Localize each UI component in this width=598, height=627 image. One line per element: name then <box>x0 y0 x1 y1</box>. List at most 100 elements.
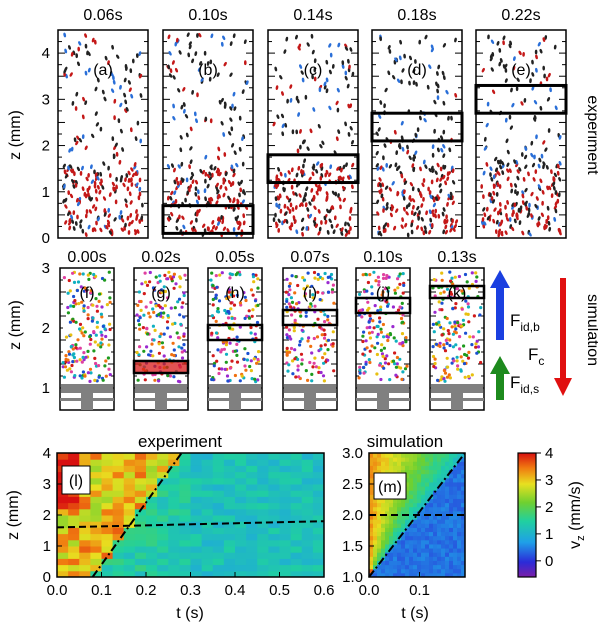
simulation-particle <box>140 282 144 286</box>
heatmap-l-cell <box>112 490 125 497</box>
heatmap-l-cell <box>90 453 103 460</box>
experiment-particle <box>241 89 245 94</box>
simulation-particle <box>182 291 186 295</box>
experiment-particle <box>84 33 88 38</box>
heatmap-l-cell <box>190 502 203 510</box>
experiment-particle <box>351 162 355 168</box>
heatmap-m-cell <box>425 477 430 483</box>
simulation-particle <box>142 349 146 353</box>
simulation-particle <box>320 333 324 337</box>
experiment-particle <box>172 75 176 80</box>
heatmap-l-cell <box>179 471 192 479</box>
simulation-particle <box>162 354 166 358</box>
simulation-particle <box>294 275 298 279</box>
heatmap-l-cell <box>157 496 169 504</box>
heatmap-l-cell <box>190 453 203 460</box>
heatmap-m-cell <box>449 457 454 462</box>
simulation-particle <box>400 301 404 305</box>
heatmap-l-cell <box>79 496 91 504</box>
simulation-particle <box>373 304 377 308</box>
simulation-particle <box>108 322 112 326</box>
simulation-particle <box>172 353 176 358</box>
heatmap-m-cell <box>401 461 406 466</box>
experiment-particle <box>398 55 402 61</box>
heatmap-l-cell <box>223 502 236 510</box>
simulation-particle <box>442 290 446 294</box>
heatmap-l-cell <box>179 502 192 510</box>
heatmap-l-cell <box>146 515 158 522</box>
experiment-particle <box>88 209 92 214</box>
piston-plate <box>135 384 187 393</box>
heatmap-l-cell <box>112 508 125 516</box>
heatmap-l-cell <box>201 539 214 547</box>
experiment-particle <box>495 192 499 197</box>
heatmap-l-cell <box>57 527 69 535</box>
heatmap-m-cell <box>381 506 386 512</box>
heatmap-m-cell <box>393 457 398 462</box>
heatmap-l-cell <box>134 558 147 566</box>
simulation-particle <box>455 355 459 359</box>
experiment-particle <box>232 227 236 232</box>
heatmap-l-cell <box>235 533 247 541</box>
simulation-particle <box>178 285 182 289</box>
heatmap-l-cell <box>79 564 91 572</box>
heatmap-l-cell <box>268 471 281 479</box>
simulation-particle <box>106 356 110 360</box>
heatmap-m-cell <box>429 519 434 524</box>
experiment-particle <box>295 229 299 235</box>
experiment-particle <box>93 180 97 186</box>
simulation-particle <box>287 284 291 288</box>
simulation-particle <box>442 327 446 331</box>
experiment-particle <box>139 93 143 98</box>
heatmap-l-cell <box>301 471 314 479</box>
simulation-particle <box>151 307 155 311</box>
heatmap-l-cell <box>90 552 103 559</box>
heatmap-l-cell <box>90 539 103 547</box>
heatmap-l-cell <box>123 490 136 497</box>
heatmap-l-cell <box>179 515 192 522</box>
heatmap-m-cell <box>373 461 378 466</box>
experiment-particle <box>232 207 236 212</box>
heatmap-l-cell <box>268 459 281 466</box>
simulation-particle <box>176 336 181 340</box>
heatmap-l-cell <box>123 546 136 553</box>
heatmap-m-cell <box>453 531 458 537</box>
simulation-particle <box>330 290 334 294</box>
experiment-particle <box>95 220 98 226</box>
simulation-particle <box>256 303 260 307</box>
heatmap-l-cell <box>101 508 114 516</box>
experiment-particle <box>283 218 287 224</box>
experiment-particle <box>70 169 74 174</box>
experiment-particle <box>300 70 304 75</box>
simulation-particle <box>136 303 140 307</box>
experiment-particle <box>216 221 221 226</box>
heatmap-m-cell <box>437 548 442 553</box>
heatmap-m-cell <box>457 568 462 574</box>
experiment-particle <box>209 118 213 124</box>
experiment-particle <box>328 105 332 111</box>
simulation-particle <box>322 361 326 365</box>
heatmap-m-cell <box>413 486 418 491</box>
simulation-particle <box>72 352 76 356</box>
simulation-panel: 0.13s(k) <box>428 249 486 411</box>
heatmap-l-cell <box>79 546 91 553</box>
simulation-particle <box>73 299 77 303</box>
simulation-particle <box>284 290 288 294</box>
heatmap-l-cell <box>268 453 281 460</box>
heatmap-m-cell <box>401 564 406 570</box>
heatmap-l-xlabel: t (s) <box>176 605 204 622</box>
simulation-particle <box>293 318 297 322</box>
experiment-particle <box>414 150 418 156</box>
heatmap-l-cell <box>179 496 192 504</box>
simulation-particle <box>94 333 98 337</box>
heatmap-m-cell <box>373 523 378 528</box>
experiment-particle <box>379 165 383 170</box>
experiment-particle <box>302 163 305 169</box>
heatmap-l-cell <box>179 552 192 559</box>
heatmap-l-cell <box>101 533 114 541</box>
heatmap-m-cell <box>421 494 426 499</box>
simulation-particle <box>223 308 227 313</box>
experiment-particle <box>68 148 72 153</box>
simulation-particle <box>86 313 90 317</box>
simulation-particle <box>474 271 478 275</box>
